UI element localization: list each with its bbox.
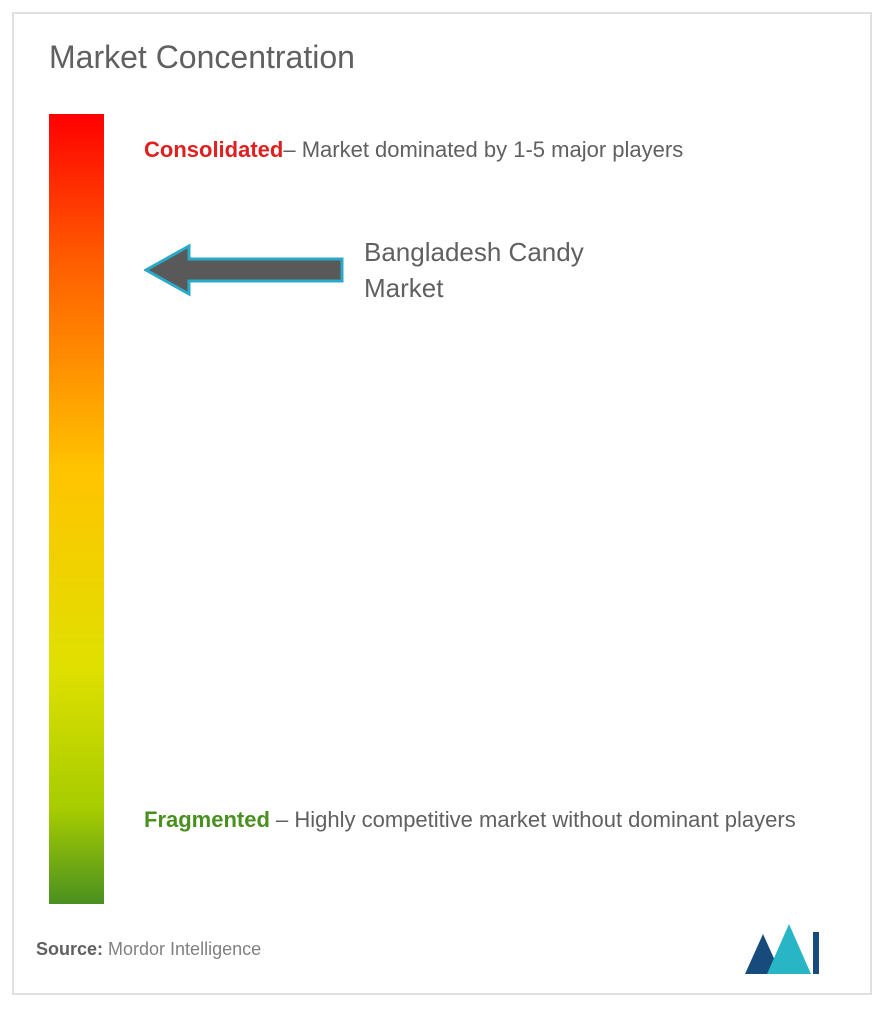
market-pointer: Bangladesh Candy Market [144, 234, 664, 307]
market-name: Bangladesh Candy Market [364, 234, 664, 307]
consolidated-label: Consolidated [144, 137, 283, 162]
consolidated-text: Consolidated– Market dominated by 1-5 ma… [144, 124, 824, 177]
infographic-container: Market Concentration Consolidated– Marke… [12, 12, 872, 995]
source-line: Source: Mordor Intelligence [36, 939, 261, 960]
fragmented-text: Fragmented – Highly competitive market w… [144, 794, 844, 847]
consolidated-desc: – Market dominated by 1-5 major players [283, 137, 683, 162]
fragmented-desc: – Highly competitive market without domi… [270, 807, 796, 832]
fragmented-label: Fragmented [144, 807, 270, 832]
mordor-logo-icon [745, 924, 835, 979]
concentration-gradient-bar [49, 114, 104, 904]
source-label: Source: [36, 939, 103, 959]
source-value: Mordor Intelligence [103, 939, 261, 959]
arrow-left-icon [144, 242, 344, 298]
page-title: Market Concentration [49, 39, 355, 76]
